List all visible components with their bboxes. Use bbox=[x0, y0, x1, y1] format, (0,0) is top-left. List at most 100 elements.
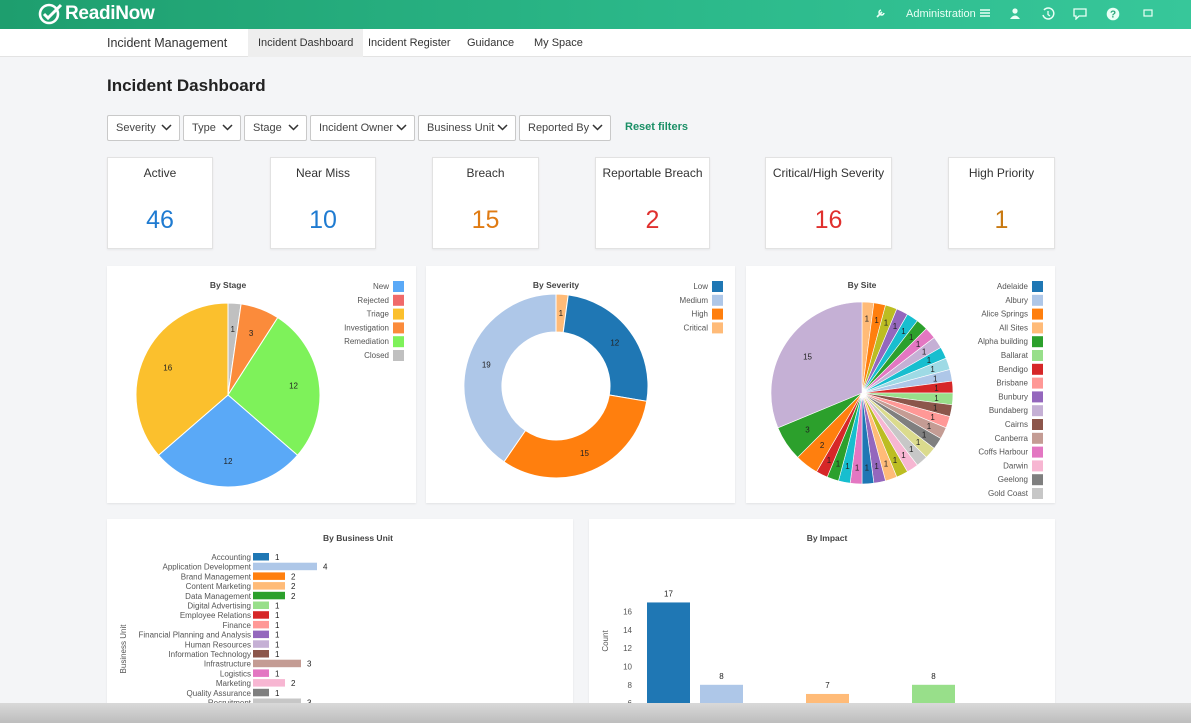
bu-bar bbox=[253, 582, 285, 590]
site-data-label: 1 bbox=[893, 322, 898, 331]
severity-legend-swatch bbox=[712, 322, 723, 334]
tab-incident-dashboard[interactable]: Incident Dashboard bbox=[248, 29, 364, 57]
chart-title: By Severity bbox=[533, 280, 580, 290]
bu-category-label: Digital Advertising bbox=[187, 602, 251, 611]
bu-bar bbox=[253, 630, 269, 639]
app-name: ReadiNow bbox=[65, 3, 155, 24]
chart-title: By Stage bbox=[210, 280, 247, 290]
expand-icon[interactable] bbox=[1141, 7, 1155, 21]
severity-legend-label: Medium bbox=[680, 296, 709, 305]
chart-panel-by-severity: By Severity 1 12 15 19 Low Medium High Critical bbox=[426, 266, 735, 503]
filter-severity[interactable]: Severity bbox=[107, 115, 180, 141]
bu-category-label: Content Marketing bbox=[186, 582, 251, 591]
site-data-label: 1 bbox=[901, 451, 906, 460]
by-stage-chart: By Stage 1 3 12 12 16 New Rejected Triage Investi… bbox=[135, 280, 404, 488]
site-data-label: 1 bbox=[909, 333, 914, 342]
app-logo[interactable]: ReadiNow bbox=[38, 3, 155, 25]
kpi-card-active[interactable]: Active 46 bbox=[107, 157, 213, 249]
bu-category-label: Employee Relations bbox=[180, 611, 251, 620]
severity-legend-swatch bbox=[712, 281, 723, 292]
kpi-card-high-priority[interactable]: High Priority 1 bbox=[948, 157, 1055, 249]
filter-reported-by[interactable]: Reported By bbox=[519, 115, 611, 141]
bu-data-label: 2 bbox=[291, 582, 296, 591]
site-data-label: 1 bbox=[927, 356, 932, 365]
bu-category-label: Financial Planning and Analysis bbox=[138, 631, 251, 640]
site-data-label: 1 bbox=[922, 348, 927, 357]
site-data-label: 1 bbox=[827, 456, 832, 465]
site-legend-swatch bbox=[1032, 350, 1043, 361]
tab-incident-register[interactable]: Incident Register bbox=[368, 37, 451, 49]
bu-data-label: 1 bbox=[275, 650, 280, 659]
tab-guidance[interactable]: Guidance bbox=[467, 37, 515, 49]
kpi-card-near-miss[interactable]: Near Miss 10 bbox=[270, 157, 376, 249]
y-tick-label: 14 bbox=[623, 626, 632, 635]
stage-legend-swatch bbox=[393, 322, 404, 334]
impact-data-label: 17 bbox=[664, 589, 673, 598]
menu-icon[interactable] bbox=[978, 7, 992, 21]
kpi-card-breach[interactable]: Breach 15 bbox=[432, 157, 539, 249]
site-data-label: 1 bbox=[922, 430, 927, 439]
chart-panel-by-stage: By Stage 1 3 12 12 16 New Rejected Triage Investi… bbox=[107, 266, 416, 503]
bu-data-label: 2 bbox=[291, 679, 296, 688]
filter-type[interactable]: Type bbox=[183, 115, 241, 141]
bu-bar bbox=[253, 620, 269, 629]
site-legend-swatch bbox=[1032, 322, 1043, 334]
tab-my-space[interactable]: My Space bbox=[534, 37, 583, 49]
severity-data-label: 12 bbox=[610, 339, 619, 348]
help-icon[interactable]: ? bbox=[1106, 7, 1120, 21]
site-legend-label: Alpha building bbox=[978, 337, 1028, 346]
kpi-card-reportable-breach[interactable]: Reportable Breach 2 bbox=[595, 157, 710, 249]
stage-data-label: 12 bbox=[224, 457, 233, 466]
chevron-down-icon bbox=[161, 124, 172, 131]
filter-business-unit[interactable]: Business Unit bbox=[418, 115, 516, 141]
wrench-icon[interactable] bbox=[874, 7, 888, 21]
chart-title: By Site bbox=[848, 280, 877, 290]
site-data-label: 15 bbox=[803, 353, 812, 362]
kpi-value: 15 bbox=[471, 206, 500, 234]
stage-legend-label: Triage bbox=[367, 310, 390, 319]
filter-incident-owner[interactable]: Incident Owner bbox=[310, 115, 415, 141]
site-data-label: 3 bbox=[805, 425, 810, 434]
chevron-down-icon bbox=[288, 124, 299, 131]
site-data-label: 1 bbox=[874, 462, 879, 471]
chevron-down-icon bbox=[222, 124, 233, 131]
chat-icon[interactable] bbox=[1073, 7, 1087, 21]
filter-stage[interactable]: Stage bbox=[244, 115, 307, 141]
impact-data-label: 8 bbox=[719, 672, 724, 681]
chart-panel-by-site: By Site 1 1 1 1 1 1 1 1 1 1 1 1 1 1 1 1 1 1 1 1 1 1 1 1 1 1 1 1 2 3 15 A… bbox=[746, 266, 1055, 503]
y-tick-label: 8 bbox=[628, 681, 633, 690]
site-legend-swatch bbox=[1032, 419, 1043, 430]
severity-legend-label: High bbox=[692, 310, 708, 319]
bu-bar bbox=[253, 669, 269, 677]
stage-slice bbox=[157, 394, 299, 488]
impact-data-label: 8 bbox=[931, 672, 936, 681]
stage-legend-label: Closed bbox=[364, 351, 389, 360]
site-data-label: 1 bbox=[845, 462, 850, 471]
kpi-card-critical-high-severity[interactable]: Critical/High Severity 16 bbox=[765, 157, 892, 249]
severity-slice bbox=[503, 394, 648, 479]
reset-filters-link[interactable]: Reset filters bbox=[625, 121, 688, 133]
bu-data-label: 1 bbox=[275, 553, 280, 562]
impact-data-label: 7 bbox=[825, 681, 830, 690]
site-legend-swatch bbox=[1032, 488, 1043, 499]
impact-bar bbox=[647, 602, 690, 723]
administration-link[interactable]: Administration bbox=[906, 8, 976, 20]
site-legend-label: Adelaide bbox=[997, 282, 1029, 291]
filter-label: Severity bbox=[116, 122, 156, 134]
site-legend-swatch bbox=[1032, 391, 1043, 403]
bu-data-label: 4 bbox=[323, 563, 328, 572]
filter-label: Stage bbox=[253, 122, 282, 134]
kpi-label: Reportable Breach bbox=[602, 166, 703, 180]
bu-bar bbox=[253, 679, 285, 687]
user-icon[interactable] bbox=[1008, 7, 1022, 21]
severity-slice bbox=[562, 294, 649, 402]
stage-legend-label: Investigation bbox=[344, 323, 389, 332]
history-icon[interactable] bbox=[1041, 7, 1055, 21]
bu-data-label: 1 bbox=[275, 621, 280, 630]
stage-slice bbox=[135, 302, 229, 456]
severity-legend-label: Critical bbox=[684, 323, 709, 332]
site-legend-label: Albury bbox=[1005, 296, 1028, 305]
stage-legend-swatch bbox=[393, 350, 404, 361]
bu-category-label: Infrastructure bbox=[204, 660, 252, 669]
site-legend-label: Brisbane bbox=[996, 379, 1028, 388]
